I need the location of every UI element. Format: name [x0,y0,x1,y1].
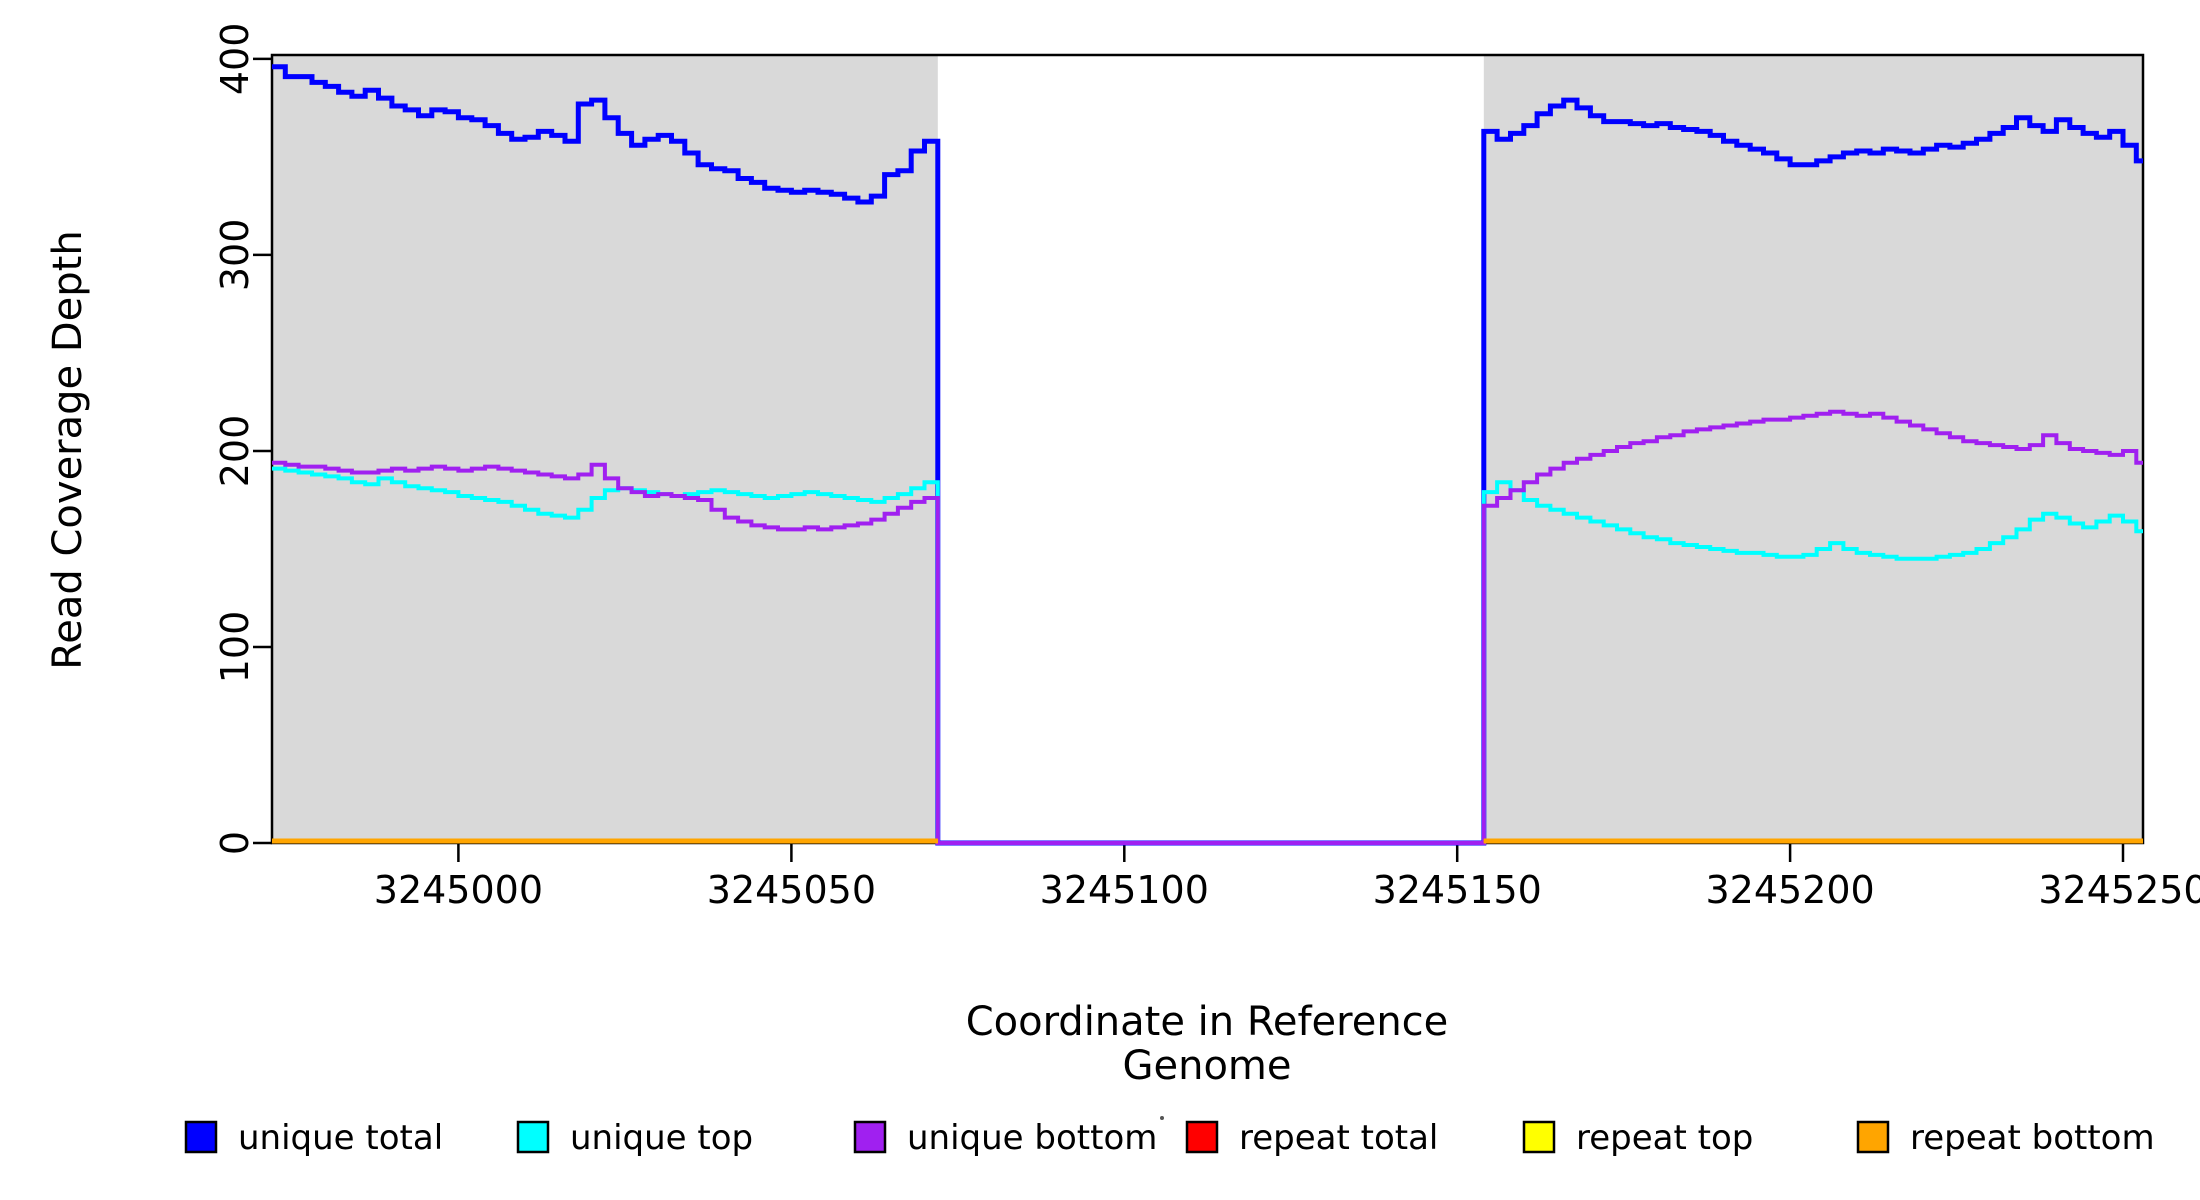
legend-swatch-repeat-total [1185,1120,1219,1154]
x-axis-title: Coordinate in Reference Genome [965,999,1449,1089]
legend-swatch-repeat-bottom [1856,1120,1890,1154]
legend-label-repeat-bottom: repeat bottom [1910,1118,2155,1158]
legend-label-unique-total: unique total [238,1118,443,1158]
legend-label-unique-bottom: unique bottom [907,1118,1157,1158]
x-tick-label: 3245150 [1373,868,1542,912]
legend-label-repeat-total: repeat total [1239,1118,1438,1158]
x-tick-label: 3245100 [1040,868,1209,912]
y-tick-label: 400 [213,23,257,96]
x-tick-label: 3245200 [1705,868,1874,912]
legend-swatch-unique-total [184,1120,218,1154]
y-tick-label: 300 [213,219,257,292]
y-tick-label: 100 [213,611,257,684]
y-axis-title: Read Coverage Depth [45,230,91,670]
x-tick-label: 3245050 [707,868,876,912]
y-tick-label: 200 [213,415,257,488]
series-unique-top [272,466,2143,845]
x-tick-label: 3245000 [374,868,543,912]
legend-swatch-repeat-top [1522,1120,1556,1154]
legend-swatch-unique-bottom [853,1120,887,1154]
stray-dot [1160,1116,1164,1120]
y-tick-label: 0 [213,831,257,855]
x-tick-label: 3245250 [2038,868,2200,912]
legend-swatch-unique-top [516,1120,550,1154]
mapped-region-left [272,55,938,843]
series-unique-bottom [272,409,2143,845]
mapped-region-right [1483,55,2143,843]
legend-label-unique-top: unique top [570,1118,753,1158]
legend-label-repeat-top: repeat top [1576,1118,1753,1158]
